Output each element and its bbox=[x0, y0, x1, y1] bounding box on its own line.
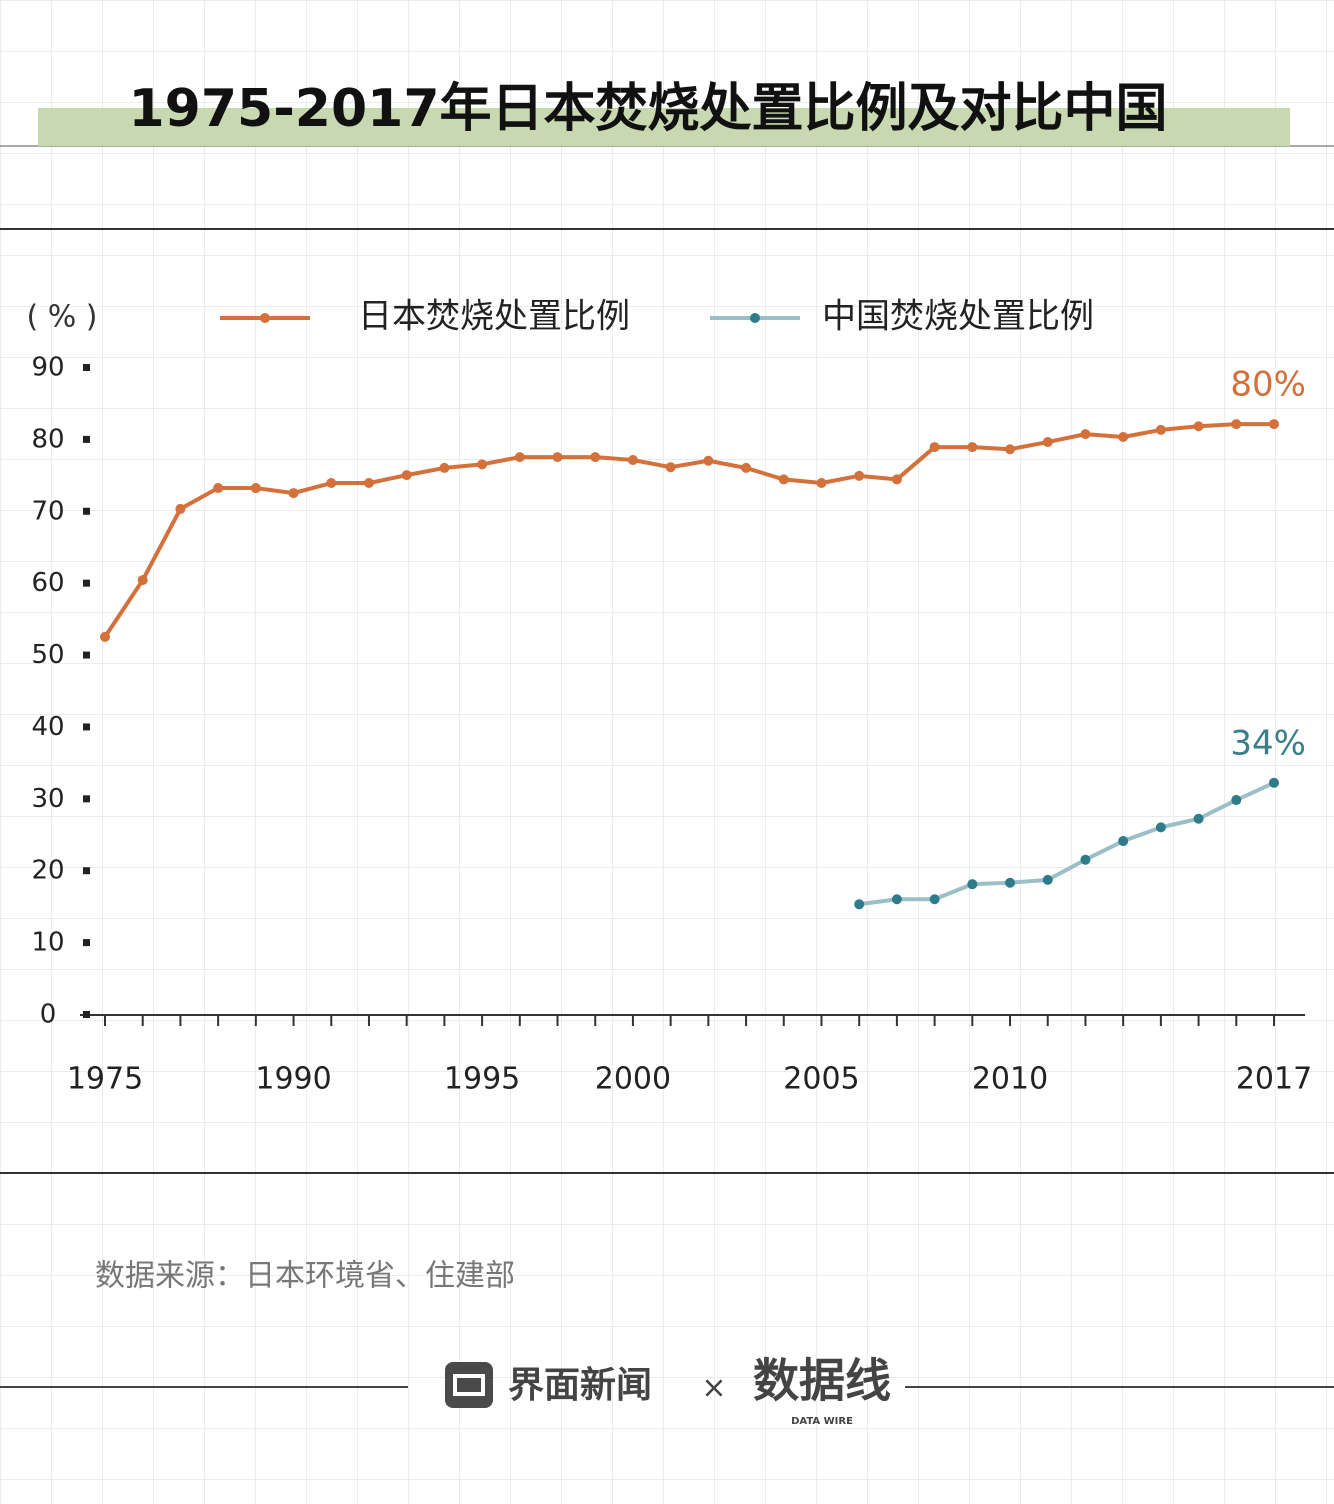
point bbox=[854, 470, 865, 481]
point bbox=[288, 488, 299, 499]
point bbox=[665, 462, 676, 473]
point bbox=[627, 455, 638, 466]
point bbox=[1269, 419, 1279, 430]
y-tick-label: 30 bbox=[31, 784, 64, 814]
y-tick bbox=[83, 507, 90, 515]
title-band bbox=[38, 108, 1290, 146]
point bbox=[1155, 822, 1166, 833]
point bbox=[477, 459, 488, 470]
y-tick-label: 90 bbox=[31, 353, 64, 383]
point bbox=[703, 455, 714, 466]
brand: 界面新闻 bbox=[508, 1365, 652, 1406]
legend-label: 日本焚烧处置比例 bbox=[358, 297, 630, 337]
end-label: 80% bbox=[1230, 365, 1306, 405]
y-tick bbox=[83, 579, 90, 587]
y-tick-label: 20 bbox=[31, 856, 64, 886]
y-tick bbox=[83, 723, 90, 731]
x-tick-label: 2005 bbox=[783, 1062, 859, 1097]
point bbox=[1005, 444, 1016, 455]
chart-title: 1975-2017年日本焚烧处置比例及对比中国 bbox=[128, 79, 1167, 139]
y-unit: ( % ) bbox=[27, 300, 98, 335]
point bbox=[778, 474, 789, 485]
series-line bbox=[858, 780, 1275, 907]
point bbox=[967, 442, 978, 453]
point bbox=[929, 442, 940, 453]
point bbox=[816, 478, 827, 489]
x-tick-label: 2000 bbox=[595, 1062, 671, 1097]
end-label: 34% bbox=[1230, 723, 1306, 763]
point bbox=[250, 483, 261, 494]
y-tick bbox=[83, 939, 90, 947]
y-tick-label: 40 bbox=[31, 712, 64, 742]
x-tick-label: 2017 bbox=[1236, 1062, 1312, 1097]
point bbox=[1231, 419, 1242, 430]
point bbox=[1080, 854, 1091, 865]
point bbox=[741, 462, 752, 473]
point bbox=[137, 575, 148, 586]
point bbox=[1231, 795, 1242, 806]
y-tick-label: 10 bbox=[31, 928, 64, 958]
separator: × bbox=[701, 1371, 726, 1406]
point bbox=[439, 462, 450, 473]
y-tick bbox=[83, 1011, 90, 1018]
point bbox=[552, 452, 563, 463]
point bbox=[213, 483, 224, 494]
point bbox=[891, 894, 902, 905]
y-tick bbox=[83, 364, 90, 371]
point bbox=[100, 631, 110, 642]
y-tick bbox=[83, 867, 90, 875]
point bbox=[1118, 432, 1129, 443]
point bbox=[401, 470, 412, 481]
point bbox=[1005, 877, 1016, 888]
point bbox=[1080, 429, 1091, 440]
point bbox=[326, 478, 337, 489]
point bbox=[929, 894, 940, 905]
y-tick-label: 70 bbox=[31, 496, 64, 526]
point bbox=[1269, 777, 1279, 788]
y-tick-label: 50 bbox=[31, 640, 64, 670]
legend-marker bbox=[260, 313, 270, 323]
point bbox=[1193, 421, 1204, 432]
x-tick-label: 1975 bbox=[67, 1062, 143, 1097]
y-tick-label: 80 bbox=[31, 424, 64, 454]
series-line bbox=[103, 422, 1274, 638]
point bbox=[1042, 437, 1053, 448]
point bbox=[1118, 836, 1129, 847]
legend-marker bbox=[750, 313, 760, 323]
point bbox=[175, 503, 186, 514]
y-tick-label: 60 bbox=[31, 568, 64, 598]
x-tick-label: 1995 bbox=[444, 1062, 520, 1097]
brand-sub: DATA WIRE bbox=[791, 1416, 853, 1427]
point bbox=[967, 879, 978, 890]
brand-icon bbox=[445, 1362, 493, 1408]
y-tick-label: 0 bbox=[40, 1000, 57, 1030]
x-tick-label: 2010 bbox=[972, 1062, 1048, 1097]
point bbox=[854, 899, 865, 910]
y-tick bbox=[83, 651, 90, 659]
point bbox=[514, 452, 525, 463]
source: 数据来源：日本环境省、住建部 bbox=[95, 1259, 515, 1294]
legend-label: 中国焚烧处置比例 bbox=[822, 297, 1094, 337]
point bbox=[1042, 874, 1053, 885]
point bbox=[891, 474, 902, 485]
y-tick bbox=[83, 435, 90, 443]
x-tick-label: 1990 bbox=[255, 1062, 331, 1097]
point bbox=[590, 452, 601, 463]
point bbox=[1155, 424, 1166, 435]
brand: 数据线 bbox=[753, 1354, 891, 1408]
brand-icon bbox=[453, 1374, 485, 1396]
point bbox=[1193, 813, 1204, 824]
point bbox=[363, 478, 374, 489]
y-tick bbox=[83, 795, 90, 803]
